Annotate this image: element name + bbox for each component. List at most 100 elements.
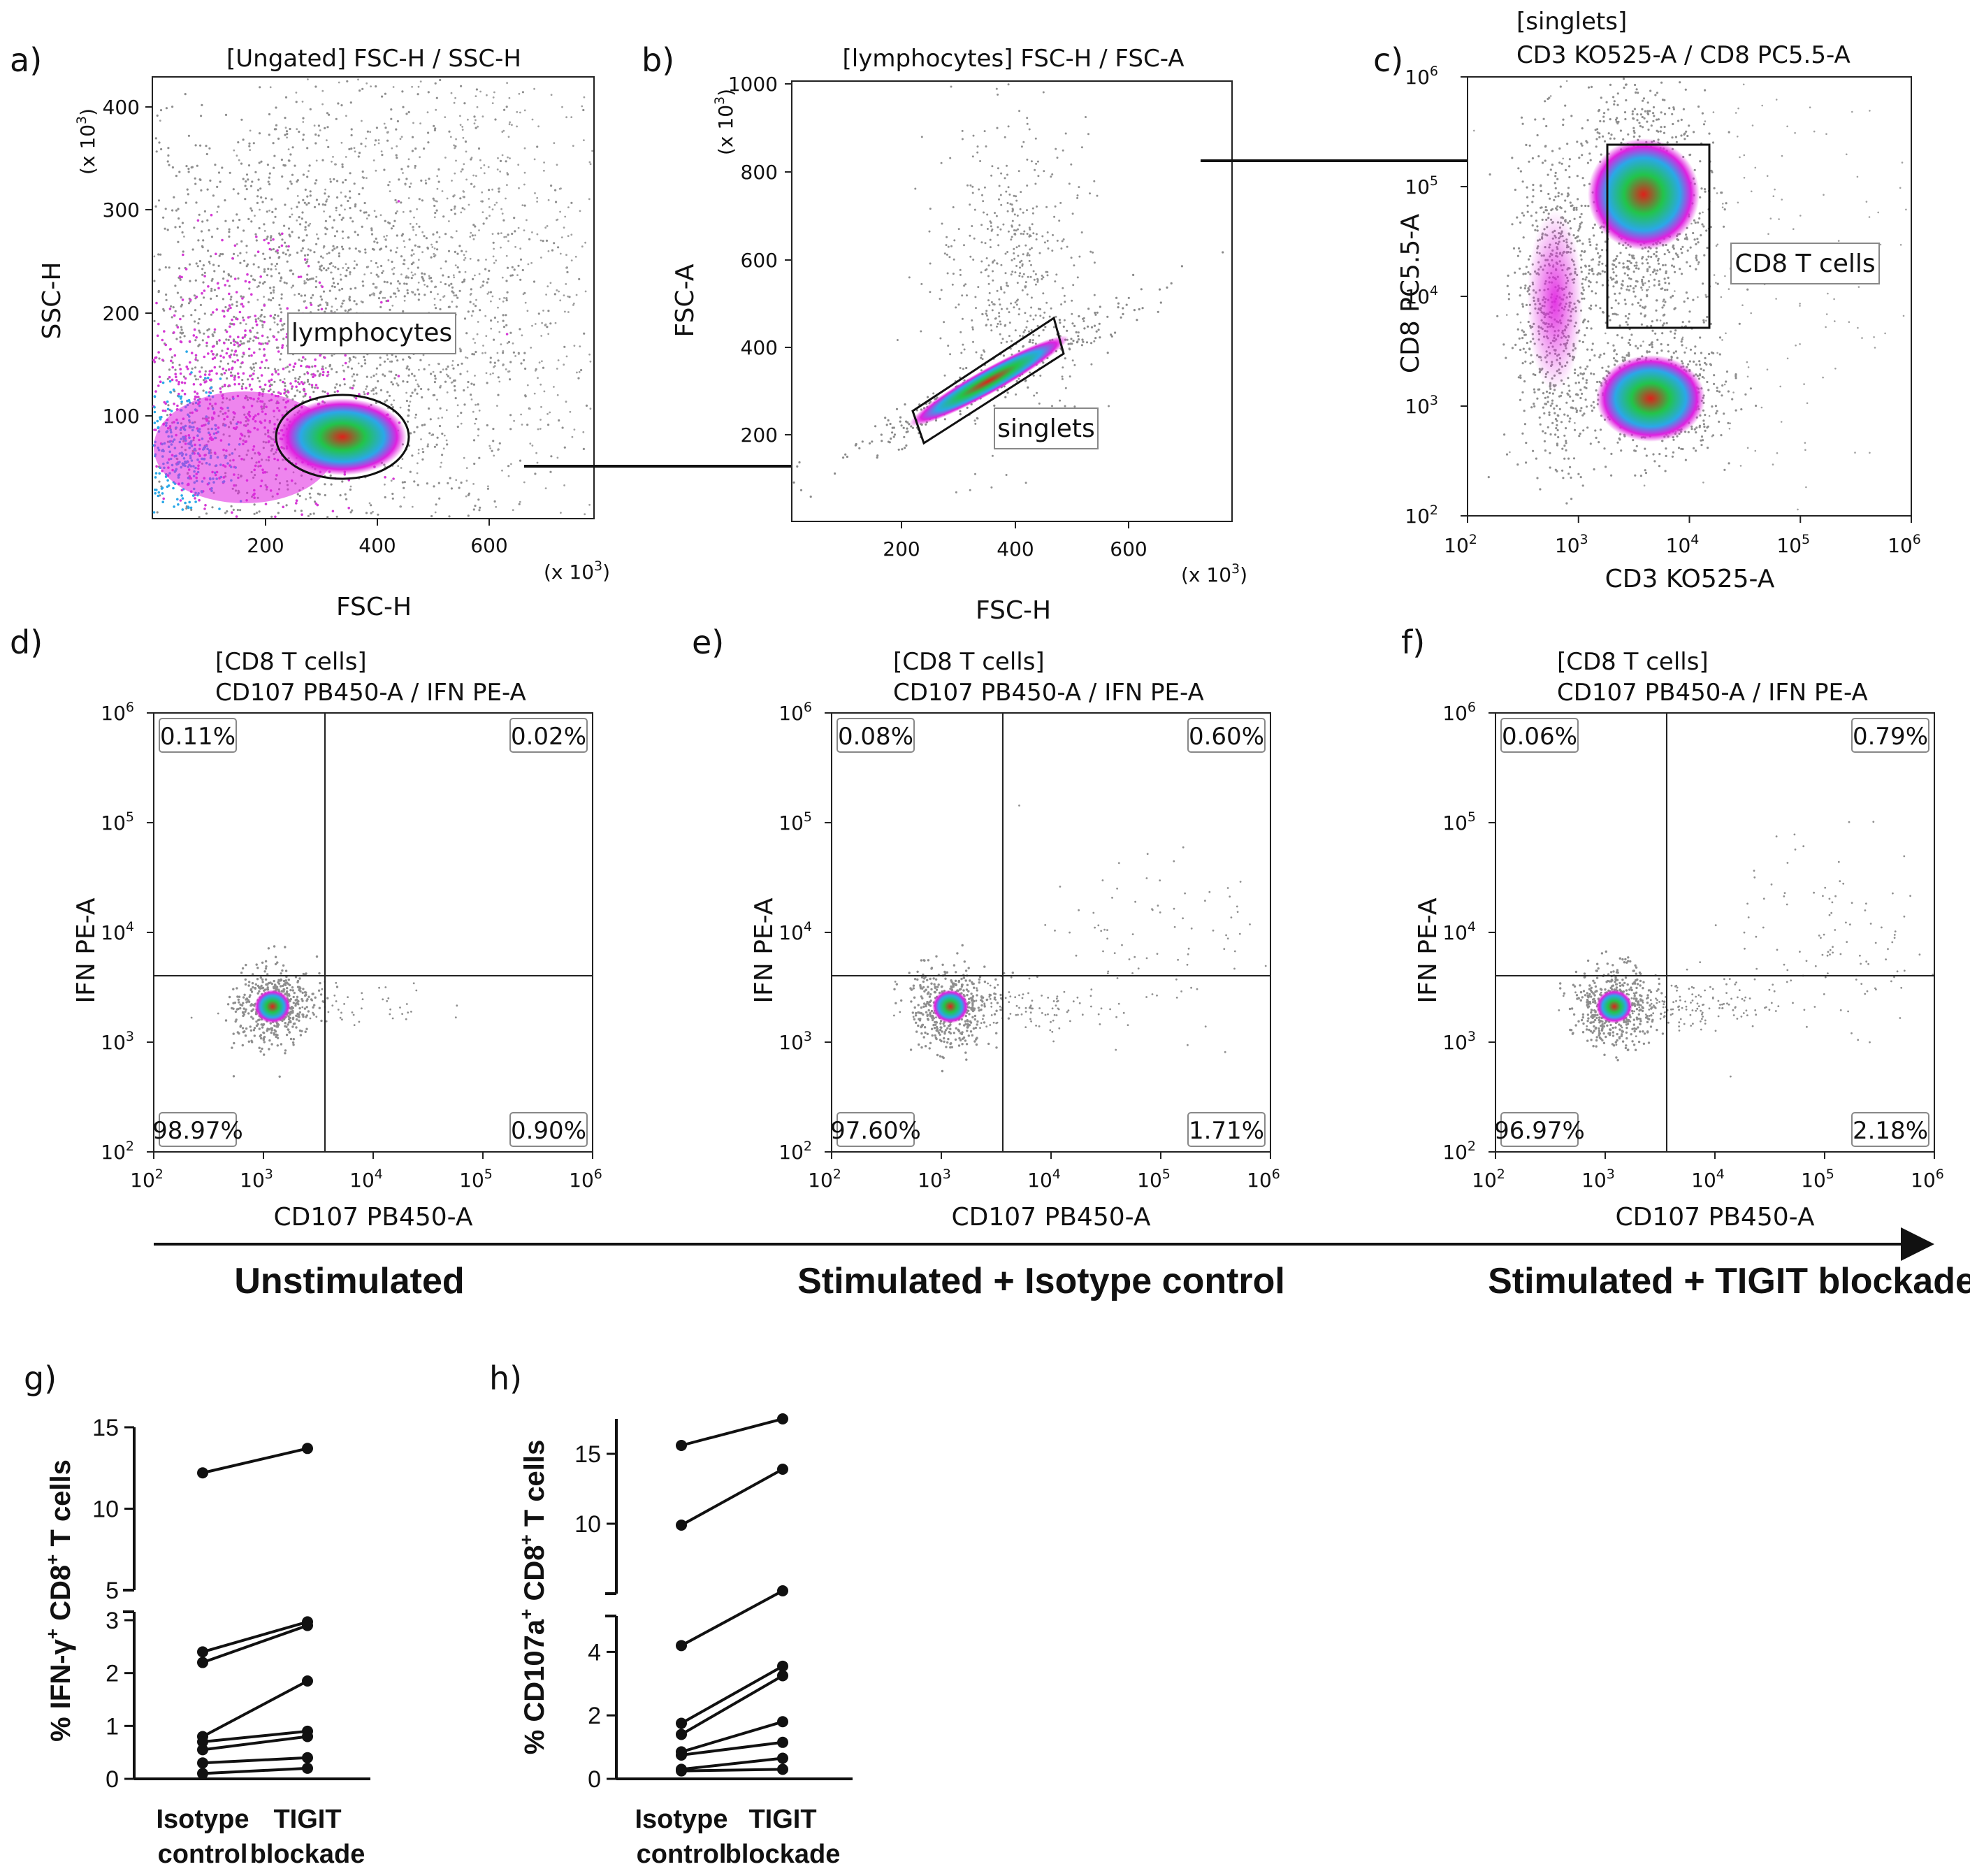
- plot-d-title-line1: [CD8 T cells]: [215, 648, 367, 676]
- data-point: [676, 1729, 687, 1740]
- data-point: [302, 1731, 313, 1742]
- plot-d-x-label: CD107 PB450-A: [274, 1203, 473, 1232]
- x-tick-label: 106: [1247, 1167, 1280, 1192]
- y-tick-label: 105: [1405, 173, 1438, 199]
- x-tick-label: 104: [1666, 532, 1700, 557]
- plot-a-x-scale: (x 103): [544, 558, 610, 584]
- category-label: control: [637, 1840, 727, 1869]
- category-label: TIGIT: [748, 1805, 816, 1834]
- quadrant-label-box: [836, 718, 915, 753]
- data-point: [197, 1757, 208, 1769]
- data-point: [197, 1657, 208, 1668]
- tick-label: 300: [103, 199, 140, 222]
- paired-line: [681, 1665, 783, 1725]
- data-point: [302, 1619, 313, 1631]
- x-tick-label: 103: [240, 1167, 273, 1192]
- singlets-density: [908, 335, 1069, 426]
- category-label: TIGIT: [273, 1805, 341, 1834]
- panel-letter-g: g): [24, 1359, 57, 1397]
- quadrant-percentage: 2.18%: [1853, 1117, 1928, 1145]
- plot-a-y-scale: (x 103): [74, 108, 99, 175]
- quadrant-percentage: 98.97%: [152, 1117, 243, 1145]
- y-tick-label: 103: [1405, 393, 1438, 418]
- x-tick-label: 103: [1581, 1167, 1615, 1192]
- tick-label: 600: [1110, 537, 1147, 561]
- quadrant-label-box: [836, 1112, 915, 1147]
- paired-line: [202, 1735, 308, 1752]
- x-tick-label: 102: [1472, 1167, 1505, 1192]
- plot-e-frame: [831, 712, 1271, 1153]
- tick-label: 100: [103, 405, 140, 428]
- paired-line: [681, 1756, 783, 1771]
- paired-line: [202, 1680, 308, 1738]
- panel-a: a) [Ungated] FSC-H / SSC-H lymphocytes 2…: [10, 41, 610, 621]
- data-point: [197, 1646, 208, 1658]
- y-tick-label: 2: [588, 1703, 601, 1729]
- paired-line: [202, 1624, 308, 1664]
- quadrant-percentage: 0.90%: [511, 1117, 586, 1145]
- plot-e-x-label: CD107 PB450-A: [952, 1203, 1151, 1232]
- category-label: Isotype: [635, 1805, 727, 1834]
- y-tick-label: 15: [92, 1415, 119, 1441]
- chart-h: 10 15 0 2 4 Isotype control TIGIT blockade % CD10…: [516, 1413, 853, 1869]
- quadrant-label-box: [1500, 1112, 1579, 1147]
- y-tick-label: 106: [1405, 64, 1438, 89]
- paired-line: [681, 1740, 783, 1756]
- plot-f-y-label: IFN PE-A: [1414, 897, 1442, 1003]
- y-tick-label: 103: [101, 1029, 134, 1054]
- plot-b-x-scale: (x 103): [1181, 561, 1247, 586]
- plot-f-x-label: CD107 PB450-A: [1616, 1203, 1815, 1232]
- y-tick-label: 1: [106, 1713, 119, 1740]
- y-tick-label: 106: [1442, 700, 1476, 725]
- y-tick-label: 4: [588, 1639, 601, 1666]
- plot-f-title-line1: [CD8 T cells]: [1557, 648, 1709, 676]
- data-point: [777, 1413, 788, 1424]
- quadrant-percentage: 0.79%: [1853, 723, 1928, 751]
- lymphocytes-gate: [275, 394, 410, 480]
- data-point: [302, 1762, 313, 1774]
- category-label: Isotype: [156, 1805, 249, 1834]
- x-tick-label: 102: [130, 1167, 164, 1192]
- plot-d-title-line2: CD107 PB450-A / IFN PE-A: [215, 679, 526, 707]
- y-tick-label: 5: [106, 1578, 119, 1604]
- quadrant-percentage: 97.60%: [830, 1117, 921, 1145]
- y-tick-label: 102: [1405, 503, 1438, 528]
- x-tick-label: 102: [1444, 532, 1477, 557]
- y-tick-label: 103: [778, 1029, 812, 1054]
- paired-line: [681, 1720, 783, 1754]
- data-point: [197, 1744, 208, 1756]
- quadrant-label-box: [1500, 718, 1579, 753]
- data-point: [302, 1675, 313, 1687]
- lymphocytes-label-box: [287, 312, 456, 354]
- plot-a-y-label: SSC-H: [38, 262, 66, 340]
- x-tick-label: 104: [349, 1167, 383, 1192]
- y-tick-label: 105: [101, 809, 134, 835]
- quadrant-label-box: [159, 718, 237, 753]
- x-tick-label: 105: [1137, 1167, 1171, 1192]
- paired-line: [202, 1766, 308, 1775]
- quadrant-percentage: 0.06%: [1502, 723, 1577, 751]
- plot-a-x-ticks: 200 400 600: [247, 519, 508, 557]
- chart-y-label: % CD107a+ CD8+ T cells: [516, 1440, 550, 1755]
- category-label: blockade: [725, 1840, 841, 1869]
- quadrant-label-box: [1187, 1112, 1266, 1147]
- y-tick-label: 102: [1442, 1139, 1476, 1164]
- panel-c: c) [singlets] CD3 KO525-A / CD8 PC5.5-A …: [1373, 8, 1921, 593]
- paired-line: [202, 1620, 308, 1654]
- plot-a-title: [Ungated] FSC-H / SSC-H: [226, 45, 521, 73]
- plot-c-x-label: CD3 KO525-A: [1605, 565, 1775, 593]
- plot-f-frame: [1495, 712, 1935, 1153]
- singlets-label: singlets: [997, 414, 1094, 443]
- data-point: [676, 1749, 687, 1761]
- cd3neg-population-density: [1527, 210, 1583, 391]
- plot-b-y-scale: (x 103): [712, 89, 737, 155]
- data-point: [676, 1440, 687, 1451]
- x-tick-label: 106: [1888, 532, 1921, 557]
- data-point: [197, 1736, 208, 1748]
- x-tick-label: 105: [1776, 532, 1810, 557]
- plot-c-title-line2: CD3 KO525-A / CD8 PC5.5-A: [1516, 41, 1851, 69]
- panel-letter-h: h): [489, 1359, 522, 1397]
- data-point: [302, 1443, 313, 1455]
- data-point: [777, 1660, 788, 1672]
